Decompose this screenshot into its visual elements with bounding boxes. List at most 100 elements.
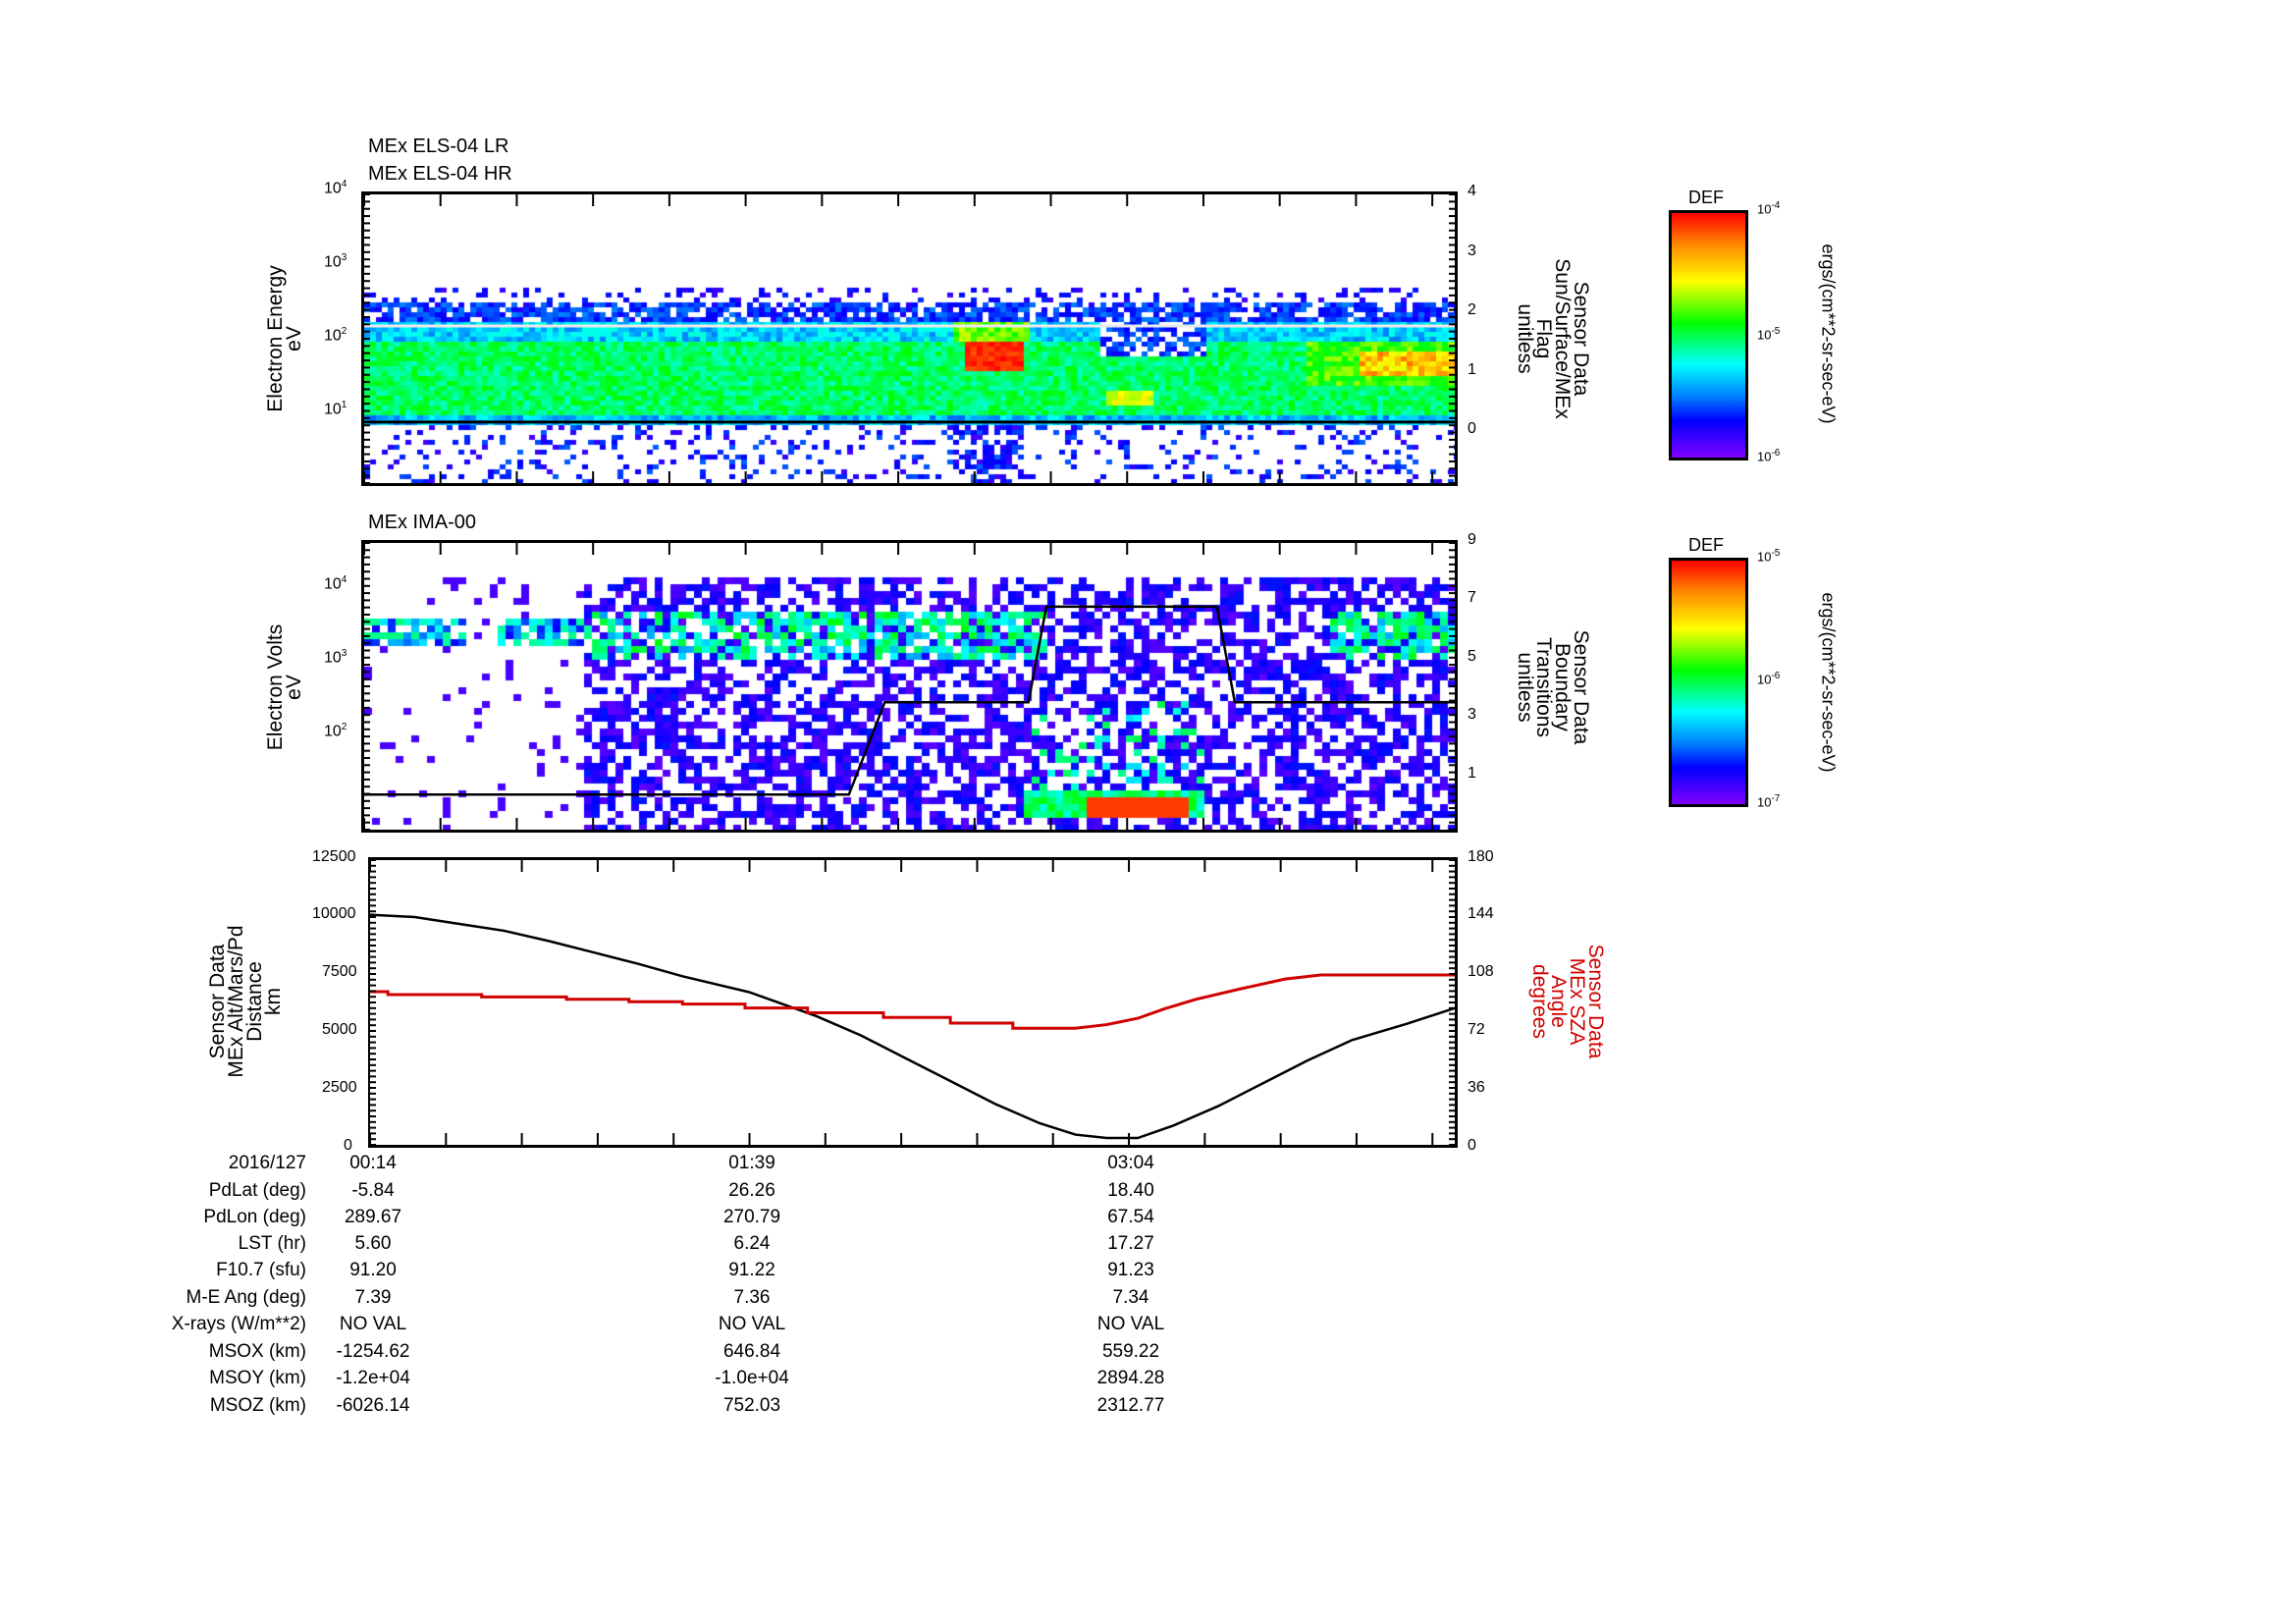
ephemeris-value: 7.36: [733, 1287, 771, 1308]
p2-y2tick: 1: [1468, 765, 1476, 782]
ephemeris-row-label: 2016/127: [228, 1153, 306, 1173]
p2-ylabel: Electron Volts eV: [264, 623, 305, 751]
p3-y2tick: 72: [1468, 1021, 1485, 1038]
cb2-tick: 10-7: [1757, 793, 1781, 810]
ephemeris-value: 91.23: [1107, 1260, 1154, 1280]
p3-y2tick: 108: [1468, 963, 1494, 980]
p3-ytick: 7500: [322, 963, 357, 980]
ephemeris-row-label: PdLat (deg): [208, 1180, 306, 1201]
p2-y2tick: 3: [1468, 706, 1476, 723]
p2-ytick: 102: [324, 722, 347, 740]
ephemeris-value: 03:04: [1107, 1153, 1154, 1173]
p1-ytick: 102: [324, 326, 347, 345]
cb1-tick: 10-4: [1757, 200, 1781, 217]
p3-ytick: 0: [344, 1137, 352, 1154]
ephemeris-value: -5.84: [351, 1180, 395, 1201]
p3-ylabel: Sensor Data MEx Alt/Mars/Pd Distance km: [206, 925, 285, 1078]
ephemeris-value: 270.79: [722, 1207, 781, 1227]
ephemeris-value: 91.20: [349, 1260, 397, 1280]
panel1-title-hr: MEx ELS-04 HR: [368, 163, 512, 185]
ephemeris-value: 17.27: [1107, 1233, 1154, 1254]
ephemeris-value: NO VAL: [1096, 1314, 1165, 1334]
els-spectrogram-heatmap: [364, 194, 1455, 483]
ephemeris-value: -1.2e+04: [336, 1368, 410, 1388]
ephemeris-value: 7.39: [354, 1287, 392, 1308]
ephemeris-row-label: X-rays (W/m**2): [171, 1314, 306, 1334]
ephemeris-value: 646.84: [722, 1341, 781, 1362]
cb1-tick: 10-5: [1757, 326, 1781, 343]
colorbar2: [1669, 558, 1748, 807]
ima-spectrogram-panel: [361, 540, 1458, 833]
ephemeris-value: 2312.77: [1096, 1395, 1165, 1416]
colorbar2-title: DEF: [1688, 535, 1724, 555]
altitude-sza-panel: [368, 857, 1458, 1148]
p3-ytick: 10000: [312, 905, 356, 922]
ephemeris-value: -1.0e+04: [715, 1368, 789, 1388]
colorbar1: [1669, 210, 1748, 460]
p1-y2label: Sensor Data Sun/Surface/MEx Flag unitless: [1514, 258, 1592, 419]
ephemeris-row-label: M-E Ang (deg): [186, 1287, 307, 1308]
ephemeris-value: -1254.62: [336, 1341, 410, 1362]
p3-y2label: Sensor Data MEx SZA Angle degrees: [1528, 944, 1607, 1059]
ephemeris-row-label: MSOY (km): [209, 1368, 306, 1388]
p3-ytick: 2500: [322, 1079, 357, 1096]
els-spectrogram-panel: [361, 191, 1458, 486]
ephemeris-value: 67.54: [1107, 1207, 1154, 1227]
p1-ylabel: Electron Energy eV: [264, 265, 305, 412]
cb2-units: ergs/(cm**2-sr-sec-eV): [1818, 592, 1839, 773]
p1-y2tick: 3: [1468, 243, 1476, 259]
ephemeris-value: 5.60: [354, 1233, 392, 1254]
cb1-units: ergs/(cm**2-sr-sec-eV): [1818, 243, 1839, 424]
ima-spectrogram-heatmap: [364, 543, 1455, 830]
p2-y2label: Sensor Data Boundary Transitions unitless: [1514, 629, 1592, 745]
p1-y2tick: 4: [1468, 183, 1476, 199]
p2-ytick: 104: [324, 574, 347, 593]
ephemeris-row-label: MSOZ (km): [209, 1395, 306, 1416]
ephemeris-value: 01:39: [728, 1153, 775, 1173]
ephemeris-row-label: F10.7 (sfu): [216, 1260, 306, 1280]
cb2-tick: 10-5: [1757, 548, 1781, 565]
p3-y2tick: 36: [1468, 1079, 1485, 1096]
p2-y2tick: 5: [1468, 648, 1476, 665]
ephemeris-value: NO VAL: [339, 1314, 407, 1334]
p1-y2tick: 0: [1468, 420, 1476, 437]
p1-ytick: 103: [324, 252, 347, 271]
ephemeris-value: 91.22: [728, 1260, 775, 1280]
ephemeris-value: 289.67: [344, 1207, 402, 1227]
p3-y2tick: 0: [1468, 1137, 1476, 1154]
panel1-title-lr: MEx ELS-04 LR: [368, 135, 509, 157]
p1-y2tick: 2: [1468, 301, 1476, 318]
p3-y2tick: 144: [1468, 905, 1494, 922]
p3-ytick: 5000: [322, 1021, 357, 1038]
p2-y2tick: 7: [1468, 589, 1476, 606]
p3-ytick: 12500: [312, 848, 356, 865]
p1-y2tick: 1: [1468, 361, 1476, 378]
panel2-title: MEx IMA-00: [368, 512, 477, 533]
ephemeris-value: 7.34: [1112, 1287, 1149, 1308]
p2-y2tick: 9: [1468, 531, 1476, 548]
ephemeris-value: 6.24: [733, 1233, 771, 1254]
p1-ytick: 104: [324, 179, 347, 197]
p1-ytick: 101: [324, 400, 347, 418]
cb1-tick: 10-6: [1757, 448, 1781, 464]
ephemeris-row-label: MSOX (km): [208, 1341, 306, 1362]
colorbar1-title: DEF: [1688, 188, 1724, 207]
ephemeris-value: NO VAL: [718, 1314, 786, 1334]
boundary-transitions-line: [364, 605, 1455, 796]
ephemeris-value: 26.26: [728, 1180, 775, 1201]
ephemeris-value: 00:14: [349, 1153, 397, 1173]
ephemeris-value: 752.03: [722, 1395, 781, 1416]
ephemeris-row-label: PdLon (deg): [203, 1207, 306, 1227]
altitude-line: [369, 913, 1456, 1140]
p2-ytick: 103: [324, 648, 347, 667]
ephemeris-row-label: LST (hr): [238, 1233, 306, 1254]
ephemeris-value: 18.40: [1107, 1180, 1154, 1201]
cb2-tick: 10-6: [1757, 671, 1781, 687]
ima-axes: [363, 542, 1455, 831]
ephemeris-value: -6026.14: [336, 1395, 410, 1416]
p3-y2tick: 180: [1468, 848, 1494, 865]
els-axes: [363, 193, 1455, 484]
altitude-sza-axes: [369, 859, 1456, 1146]
sza-line: [370, 973, 1455, 1030]
ephemeris-value: 559.22: [1101, 1341, 1160, 1362]
